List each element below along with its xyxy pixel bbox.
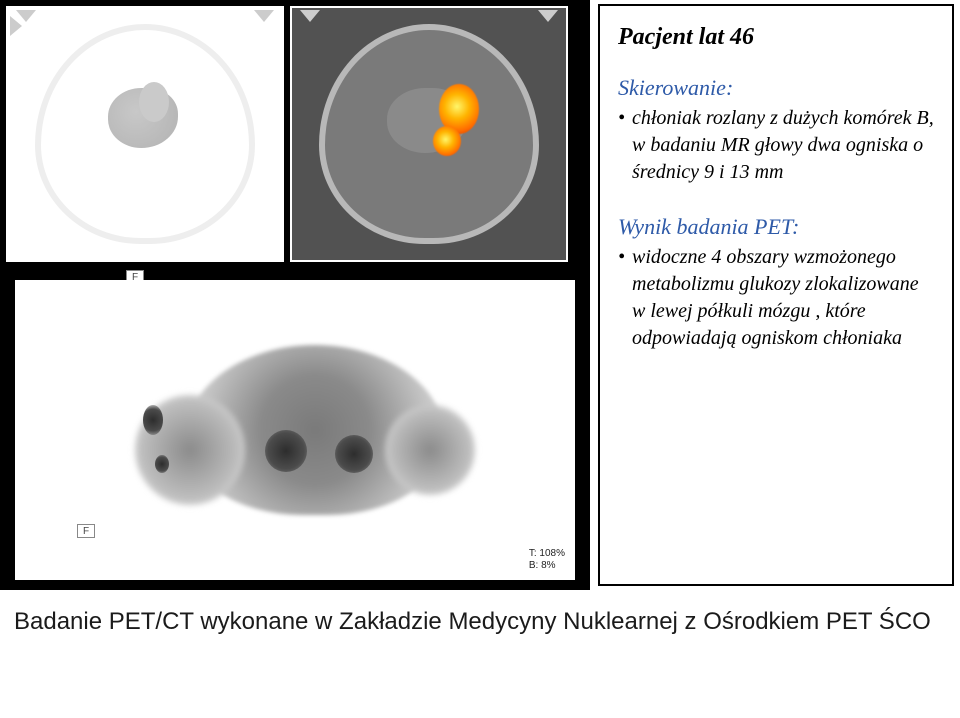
mip-bottom-label: B: 8% — [529, 560, 565, 572]
scan-panel: F F F T: 108% B: 8% — [0, 0, 590, 590]
ct-head-outline — [35, 24, 255, 244]
f-marker-icon: F — [77, 524, 95, 538]
corner-triangle-icon — [538, 10, 558, 22]
pet-ct-fusion-box — [290, 6, 568, 262]
referral-heading: Skierowanie: — [618, 75, 934, 101]
result-heading: Wynik badania PET: — [618, 214, 934, 240]
corner-triangle-icon — [10, 16, 32, 36]
mip-top-label: T: 108% — [529, 548, 565, 560]
hotspot-lesion — [433, 126, 461, 156]
slide-root: F F F T: 108% B: 8% — [0, 0, 960, 718]
ct-scan-box — [6, 6, 284, 262]
corner-triangle-icon — [300, 10, 320, 22]
corner-triangle-icon — [254, 10, 274, 22]
dark-spot — [265, 430, 307, 472]
footer-text: Badanie PET/CT wykonane w Zakładzie Medy… — [0, 590, 960, 636]
mip-brain-cloud — [115, 315, 475, 545]
dark-spot — [155, 455, 169, 473]
scan-row-top — [6, 6, 584, 266]
dark-spot — [335, 435, 373, 473]
patient-title: Pacjent lat 46 — [618, 24, 934, 51]
referral-text: chłoniak rozlany z dużych komórek B, w b… — [618, 105, 934, 186]
scan-row-bottom: F T: 108% B: 8% — [6, 276, 584, 584]
result-text: widoczne 4 obszary wzmożonego metabolizm… — [618, 244, 934, 352]
fused-head-outline — [319, 24, 539, 244]
brain-cloud-shape — [185, 345, 445, 515]
clinical-text-panel: Pacjent lat 46 Skierowanie: chłoniak roz… — [598, 4, 954, 586]
mip-scan-box: F T: 108% B: 8% — [15, 280, 575, 580]
top-region: F F F T: 108% B: 8% — [0, 0, 960, 590]
ct-brain-region — [108, 88, 178, 148]
dark-spot — [143, 405, 163, 435]
mip-percent-labels: T: 108% B: 8% — [529, 548, 565, 572]
